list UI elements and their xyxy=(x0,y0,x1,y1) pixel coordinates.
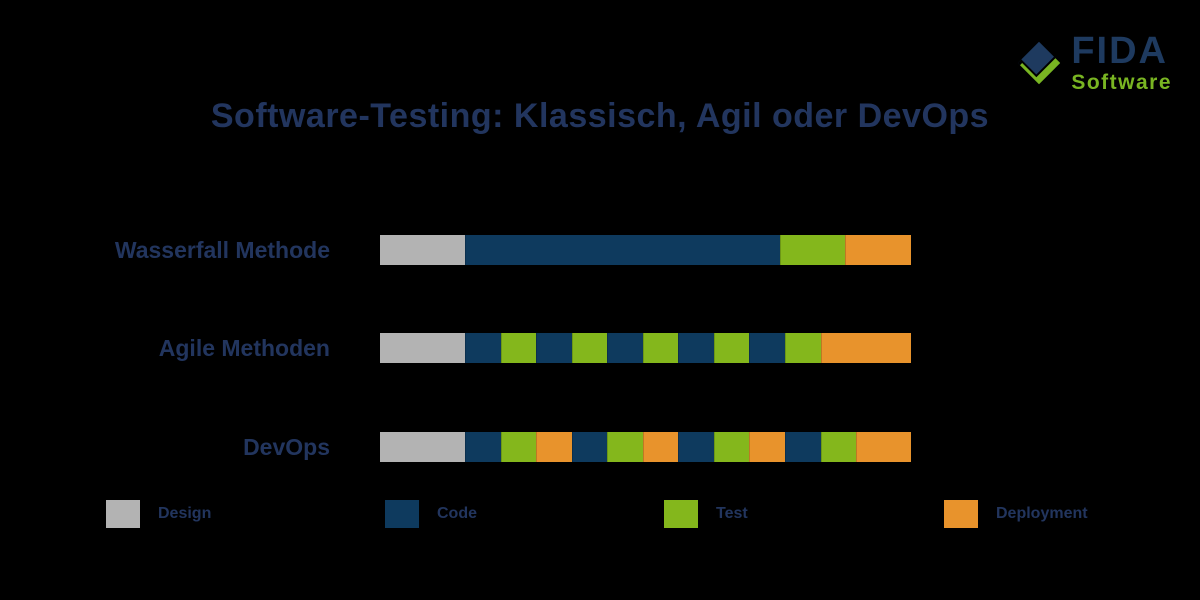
bar-segment-deployment xyxy=(749,432,786,462)
logo-brand: FIDA xyxy=(1071,30,1168,72)
stacked-bar xyxy=(380,333,911,363)
fida-logo: FIDA Software xyxy=(1016,32,1172,93)
bar-segment-deployment xyxy=(820,333,911,363)
bar-segment-code xyxy=(571,432,608,462)
bar-segment-code xyxy=(678,432,714,462)
logo-text: FIDA Software xyxy=(1071,32,1172,93)
row-label: Wasserfall Methode xyxy=(114,237,330,263)
bar-segment-deployment xyxy=(536,432,572,462)
legend-label: Code xyxy=(437,505,477,522)
bar-segment-design xyxy=(380,432,465,462)
bar-segment-design xyxy=(380,235,465,265)
legend-swatch-design xyxy=(106,500,140,528)
bar-segment-test xyxy=(642,333,679,363)
bar-segment-code xyxy=(678,333,714,363)
chart-row: Agile Methoden xyxy=(0,333,1200,363)
bar-segment-test xyxy=(779,235,846,265)
page-title: Software-Testing: Klassisch, Agil oder D… xyxy=(210,97,990,135)
legend-item-design: Design xyxy=(106,500,211,528)
chart-row: DevOps xyxy=(0,432,1200,462)
fida-logo-icon xyxy=(1018,41,1061,84)
legend-item-deployment: Deployment xyxy=(944,500,1088,528)
bar-segment-code xyxy=(785,432,821,462)
bar-segment-code xyxy=(464,432,501,462)
legend-item-test: Test xyxy=(664,500,748,528)
bar-segment-test xyxy=(607,432,643,462)
stacked-bar xyxy=(380,235,911,265)
bar-segment-test xyxy=(785,333,821,363)
chart-row: Wasserfall Methode xyxy=(0,235,1200,265)
bar-segment-code xyxy=(749,333,786,363)
bar-segment-code xyxy=(536,333,572,363)
bar-segment-test xyxy=(500,333,537,363)
bar-segment-test xyxy=(500,432,537,462)
row-label: Agile Methoden xyxy=(158,335,330,361)
legend-swatch-code xyxy=(385,500,419,528)
logo-product: Software xyxy=(1071,71,1172,94)
legend-label: Test xyxy=(716,505,748,522)
legend-item-code: Code xyxy=(385,500,477,528)
legend-label: Design xyxy=(158,505,212,522)
bar-segment-test xyxy=(820,432,857,462)
legend-swatch-deployment xyxy=(944,500,978,528)
legend-label: Deployment xyxy=(996,505,1088,522)
legend-swatch-test xyxy=(664,500,698,528)
bar-segment-deployment xyxy=(642,432,679,462)
bar-segment-test xyxy=(571,333,608,363)
bar-segment-code xyxy=(607,333,643,363)
bar-segment-design xyxy=(380,333,465,363)
bar-segment-code xyxy=(464,333,501,363)
row-label: DevOps xyxy=(243,434,330,460)
stacked-bar xyxy=(380,432,911,462)
bar-segment-code xyxy=(464,235,780,265)
bar-segment-test xyxy=(713,432,750,462)
bar-segment-test xyxy=(713,333,750,363)
bar-segment-deployment xyxy=(856,432,911,462)
bar-segment-deployment xyxy=(845,235,911,265)
